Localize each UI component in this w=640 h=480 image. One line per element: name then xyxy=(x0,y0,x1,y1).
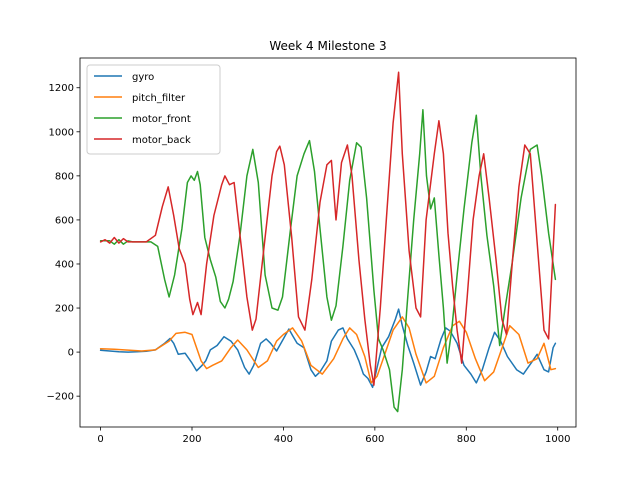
y-tick-label: 1200 xyxy=(49,83,74,94)
series-line-pitch-filter xyxy=(99,316,557,384)
series-line-gyro xyxy=(99,308,557,389)
x-tick-label: 200 xyxy=(182,434,201,445)
legend-label-gyro: gyro xyxy=(132,72,154,83)
series-layer xyxy=(99,71,557,413)
series-line-motor-back xyxy=(99,71,557,386)
plot-area xyxy=(79,57,577,428)
y-tick-label: 200 xyxy=(55,304,74,315)
x-tick-label: 800 xyxy=(457,434,476,445)
y-tick-label: 800 xyxy=(55,171,74,182)
y-tick-label: 400 xyxy=(55,259,74,270)
chart-title: Week 4 Milestone 3 xyxy=(269,39,386,53)
legend-label-pitch-filter: pitch_filter xyxy=(132,93,186,104)
plot-frame xyxy=(79,57,577,428)
legend: gyro pitch_filter motor_front motor_back xyxy=(86,64,221,155)
legend-label-motor-back: motor_back xyxy=(132,135,191,146)
y-tick-label: 0 xyxy=(68,348,74,359)
x-axis: 0 200 400 600 800 1000 xyxy=(97,427,570,445)
legend-box xyxy=(86,64,221,155)
y-tick-label: −200 xyxy=(47,392,74,403)
x-tick-label: 1000 xyxy=(545,434,570,445)
series-line-motor-front xyxy=(99,109,557,413)
y-tick-label: 1000 xyxy=(49,127,74,138)
x-tick-label: 600 xyxy=(365,434,384,445)
x-tick-label: 0 xyxy=(97,434,103,445)
y-tick-label: 600 xyxy=(55,215,74,226)
legend-label-motor-front: motor_front xyxy=(132,114,191,125)
x-tick-label: 400 xyxy=(274,434,293,445)
y-axis: −200 0 200 400 600 800 1000 1200 xyxy=(47,83,80,403)
